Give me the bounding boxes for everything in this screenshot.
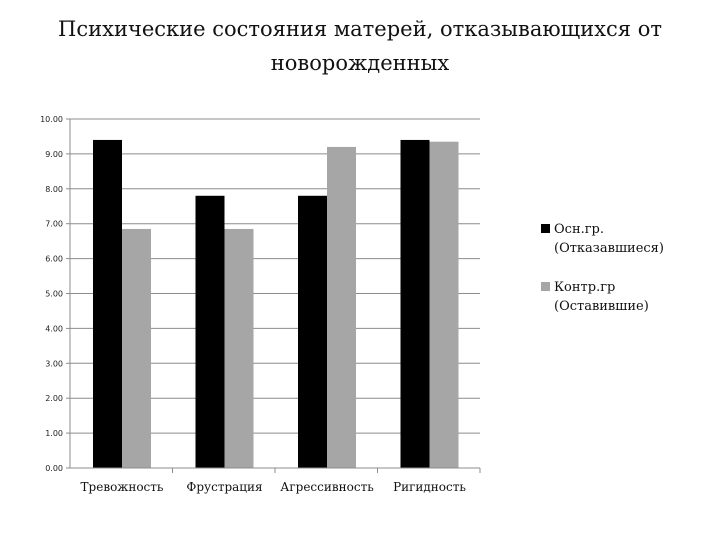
bar [122,228,151,468]
x-tick-label: Фрустрация [186,480,262,494]
legend-label: (Отказавшиеся) [554,241,664,256]
y-tick-label: 10.00 [40,115,63,124]
x-tick-label: Ригидность [393,480,466,494]
bar [429,141,459,468]
bar [298,195,327,468]
legend-label: (Оставившие) [554,299,649,314]
axes: 0.00 1.00 2.00 3.00 4.00 5.00 6.00 7.00 8.00 9.00… [40,115,481,494]
y-tick-label: 8.00 [45,185,63,194]
legend-swatch [541,224,550,233]
chart-title: Психические состояния матерей, отказываю… [0,12,720,80]
y-tick-label: 6.00 [45,255,63,264]
bar [93,139,122,468]
y-tick-label: 5.00 [45,290,63,299]
chart-title-line-1: Психические состояния матерей, отказываю… [58,17,662,41]
y-tick-label: 7.00 [45,220,63,229]
bar [224,228,254,468]
y-tick-label: 1.00 [45,429,63,438]
x-tick-label: Агрессивность [280,480,374,494]
y-tick-label: 4.00 [45,324,63,333]
legend-label: Контр.гр [554,280,615,295]
legend-swatch [541,282,550,291]
bar [327,146,356,469]
x-tick-label: Тревожность [81,480,164,494]
y-tick-label: 2.00 [45,394,63,403]
legend: Осн.гр. (Отказавшиеся) Контр.гр (Оставившие… [541,222,664,314]
bars [93,139,459,469]
legend-label: Осн.гр. [554,222,604,237]
y-tick-label: 0.00 [45,464,63,473]
y-tick-label: 3.00 [45,359,63,368]
bar [400,139,430,468]
chart-title-line-2: новорожденных [270,51,450,75]
y-tick-label: 9.00 [45,150,63,159]
bar [195,195,225,468]
